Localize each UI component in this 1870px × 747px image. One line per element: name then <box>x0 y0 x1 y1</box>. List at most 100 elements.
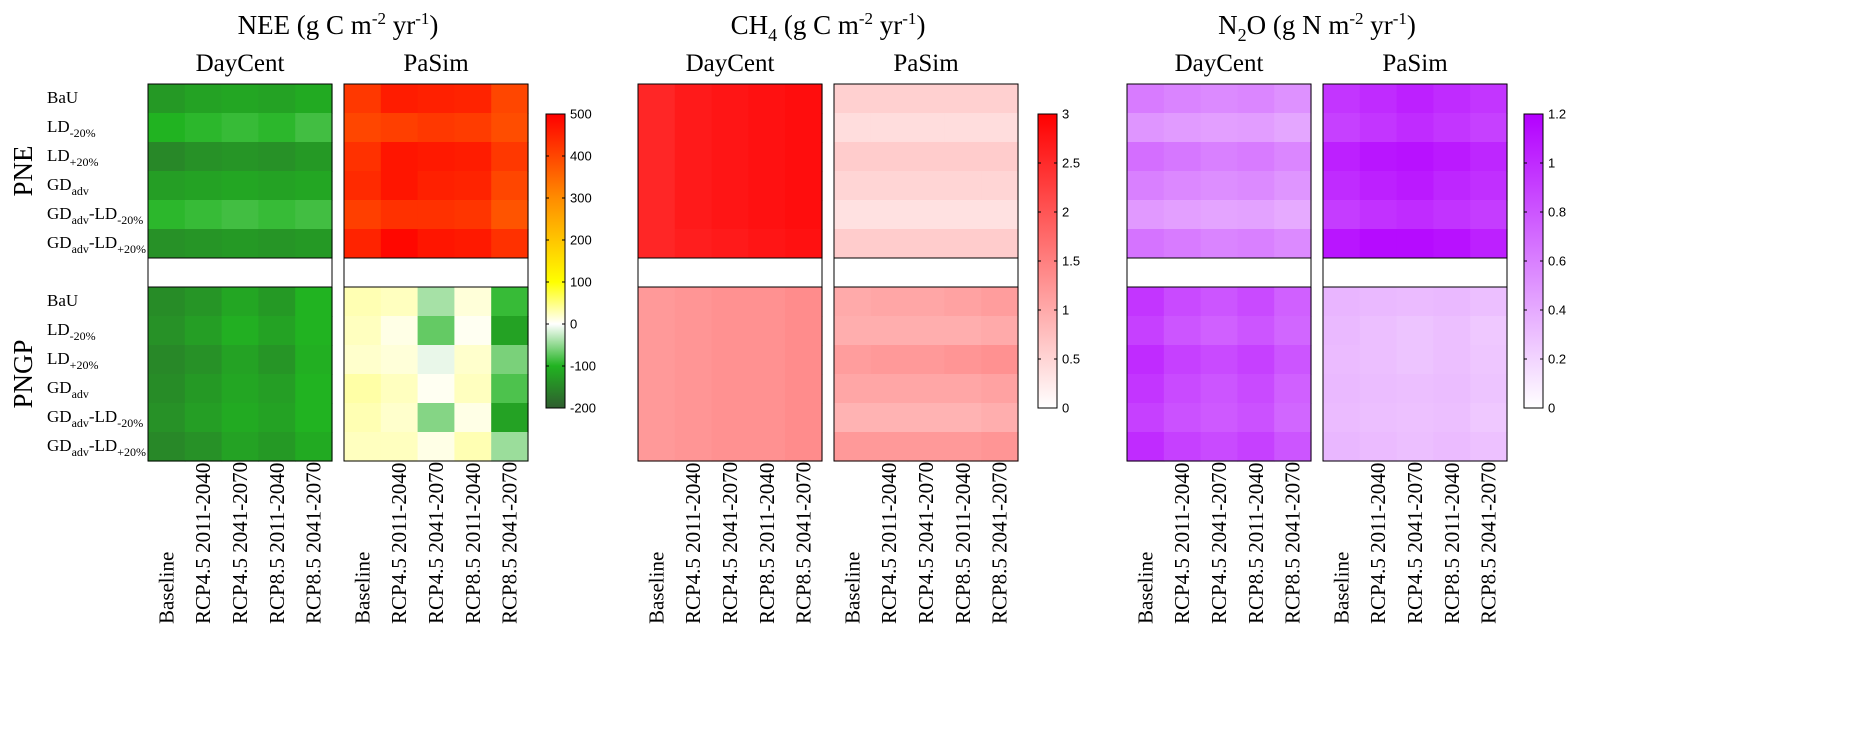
heatmap-cell <box>785 84 823 114</box>
heatmap-cell <box>417 345 455 375</box>
heatmap-cell <box>1237 345 1275 375</box>
heatmap-cell <box>1396 345 1434 375</box>
heatmap-cell <box>870 200 909 230</box>
heatmap-cell <box>1470 432 1508 462</box>
heatmap-cell <box>870 171 909 201</box>
heatmap-cell <box>674 432 713 462</box>
heatmap-cell <box>1470 287 1508 317</box>
heatmap-cell <box>148 84 186 114</box>
heatmap-cell <box>1323 200 1361 230</box>
heatmap-cell <box>1200 432 1238 462</box>
heatmap-cell <box>785 432 823 462</box>
heatmap-cell <box>380 171 419 201</box>
heatmap-cell <box>491 171 529 201</box>
heatmap-cell <box>344 113 382 143</box>
heatmap-cell <box>491 345 529 375</box>
heatmap-cell <box>1127 316 1165 346</box>
row-label: GDadv-LD-20% <box>47 204 143 227</box>
heatmap-cell <box>944 403 982 433</box>
heatmap-cell <box>1359 171 1398 201</box>
colorbar-tick-label: 0.2 <box>1548 352 1566 367</box>
heatmap-cell <box>1274 200 1312 230</box>
row-label: BaU <box>47 291 78 310</box>
heatmap-cell <box>981 142 1019 172</box>
column-label: Baseline <box>1133 552 1157 624</box>
heatmap-cell <box>1163 229 1202 259</box>
heatmap-cell <box>221 432 259 462</box>
heatmap-cell <box>148 142 186 172</box>
column-label: Baseline <box>840 552 864 624</box>
heatmap-cell <box>1200 142 1238 172</box>
heatmap-cell <box>1127 345 1165 375</box>
heatmap-cell <box>454 345 492 375</box>
heatmap-cell <box>417 229 455 259</box>
heatmap-cell <box>295 229 333 259</box>
heatmap-cell <box>1323 345 1361 375</box>
heatmap-cell <box>454 84 492 114</box>
heatmap-cell <box>184 200 223 230</box>
heatmap-cell <box>748 200 786 230</box>
heatmap-cell <box>1470 142 1508 172</box>
heatmap-cell <box>1359 345 1398 375</box>
heatmap-cell <box>295 403 333 433</box>
heatmap-cell <box>1359 200 1398 230</box>
heatmap-cell <box>1274 345 1312 375</box>
heatmap-cell <box>417 84 455 114</box>
row-label: BaU <box>47 88 78 107</box>
heatmap-cell <box>907 142 945 172</box>
heatmap-cell <box>834 229 872 259</box>
colorbar <box>545 113 566 409</box>
heatmap-cell <box>870 345 909 375</box>
heatmap-cell <box>907 84 945 114</box>
separator-box <box>147 257 333 288</box>
heatmap-cell <box>748 345 786 375</box>
heatmap-cell <box>1200 316 1238 346</box>
heatmap-cell <box>491 287 529 317</box>
heatmap-cell <box>638 345 676 375</box>
heatmap-cell <box>1470 200 1508 230</box>
heatmap-cell <box>1396 171 1434 201</box>
heatmap-cell <box>344 171 382 201</box>
heatmap-cell <box>638 374 676 404</box>
heatmap-cell <box>711 84 749 114</box>
heatmap-cell <box>638 171 676 201</box>
heatmap-cell <box>834 432 872 462</box>
heatmap-cell <box>1127 171 1165 201</box>
colorbar-tick-label: 0.8 <box>1548 205 1566 220</box>
heatmap-cell <box>295 345 333 375</box>
column-label: RCP4.5 2011-2040 <box>387 463 411 624</box>
heatmap-cell <box>1163 287 1202 317</box>
heatmap-cell <box>221 403 259 433</box>
colorbar-tick-label: 0.6 <box>1548 254 1566 269</box>
heatmap-cell <box>944 287 982 317</box>
heatmap-cell <box>1200 403 1238 433</box>
heatmap-cell <box>1470 113 1508 143</box>
heatmap-cell <box>748 432 786 462</box>
heatmap-cell <box>295 171 333 201</box>
heatmap-cell <box>148 432 186 462</box>
column-label: RCP8.5 2011-2040 <box>1440 463 1464 624</box>
heatmap-cell <box>834 171 872 201</box>
heatmap-cell <box>748 142 786 172</box>
heatmap-cell <box>491 316 529 346</box>
heatmap-cell <box>834 403 872 433</box>
row-label: LD-20% <box>47 320 96 343</box>
column-label: RCP8.5 2011-2040 <box>1244 463 1268 624</box>
heatmap-cell <box>491 142 529 172</box>
heatmap-cell <box>785 200 823 230</box>
heatmap-cell <box>1200 374 1238 404</box>
heatmap-cell <box>1323 287 1361 317</box>
heatmap-cell <box>711 229 749 259</box>
heatmap-cell <box>1127 200 1165 230</box>
column-label: RCP8.5 2011-2040 <box>755 463 779 624</box>
heatmap-cell <box>907 432 945 462</box>
heatmap-cell <box>1396 229 1434 259</box>
heatmap-cell <box>1274 142 1312 172</box>
heatmap-cell <box>981 229 1019 259</box>
heatmap-cell <box>1470 229 1508 259</box>
heatmap-cell <box>1470 403 1508 433</box>
heatmap-cell <box>295 84 333 114</box>
colorbar-tick-label: 3 <box>1062 107 1069 122</box>
heatmap-cell <box>184 345 223 375</box>
heatmap-cell <box>184 374 223 404</box>
